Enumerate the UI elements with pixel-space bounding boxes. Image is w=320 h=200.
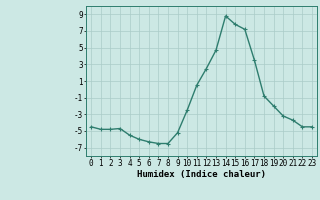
X-axis label: Humidex (Indice chaleur): Humidex (Indice chaleur) <box>137 170 266 179</box>
